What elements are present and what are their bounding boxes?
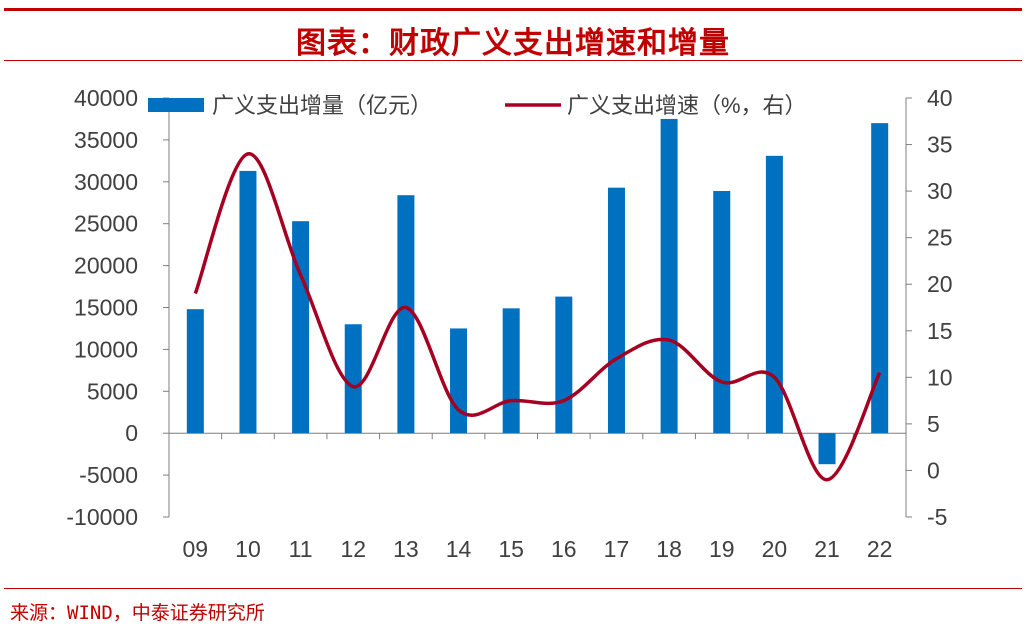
x-tick-label: 22 [867,536,893,562]
x-tick-label: 18 [656,536,682,562]
legend-line-label: 广义支出增速（%，右） [567,93,807,118]
x-tick-label: 19 [709,536,735,562]
legend-bar-label: 广义支出增量（亿元） [212,93,432,118]
left-tick-label: 20000 [74,253,138,279]
x-tick-label: 14 [446,536,472,562]
left-tick-label: 25000 [74,211,138,237]
right-tick-label: 15 [927,318,953,344]
bar [292,221,310,434]
left-tick-label: 40000 [74,85,138,111]
x-tick-label: 11 [289,536,313,562]
title-bar: 图表：财政广义支出增速和增量 [0,0,1026,62]
right-tick-label: 40 [927,85,953,111]
right-tick-label: 20 [927,271,953,297]
x-tick-label: 21 [814,536,840,562]
right-tick-label: 0 [927,457,940,483]
left-tick-label: 35000 [74,127,138,153]
bar [765,155,783,434]
x-tick-label: 17 [604,536,630,562]
right-tick-label: 25 [927,225,953,251]
right-tick-label: -5 [927,504,947,530]
title-rule-top [4,8,1022,11]
bar [660,118,678,434]
bar [871,123,889,434]
legend-bar-swatch [148,98,204,112]
growth-line [193,152,882,482]
bar [450,328,468,434]
left-tick-label: 30000 [74,169,138,195]
left-tick-label: -10000 [66,504,138,530]
x-tick-label: 09 [183,536,209,562]
bar [607,187,625,434]
left-tick-label: -5000 [79,462,138,488]
bar [502,308,520,434]
left-tick-label: 0 [125,420,138,446]
bar [713,191,731,434]
chart-title: 图表：财政广义支出增速和增量 [296,26,730,61]
x-tick-label: 20 [762,536,788,562]
bar [818,433,836,465]
left-tick-label: 15000 [74,295,138,321]
bar [239,170,257,434]
bar [186,309,204,434]
right-tick-label: 10 [927,364,953,390]
bar [397,195,415,434]
x-tick-label: 15 [498,536,524,562]
chart-area: -10000-500005000100001500020000250003000… [66,85,953,562]
x-tick-label: 16 [551,536,577,562]
bar [555,296,573,434]
x-tick-label: 12 [340,536,366,562]
right-tick-label: 5 [927,411,940,437]
bar [344,324,362,434]
source-rule [4,588,1022,589]
left-tick-label: 10000 [74,336,138,362]
x-tick-label: 13 [393,536,419,562]
right-tick-label: 35 [927,132,953,158]
title-rule-bottom [4,60,1022,61]
left-tick-label: 5000 [87,378,138,404]
source-note: 来源：WIND，中泰证券研究所 [10,602,265,624]
right-tick-label: 30 [927,178,953,204]
x-tick-label: 10 [235,536,261,562]
